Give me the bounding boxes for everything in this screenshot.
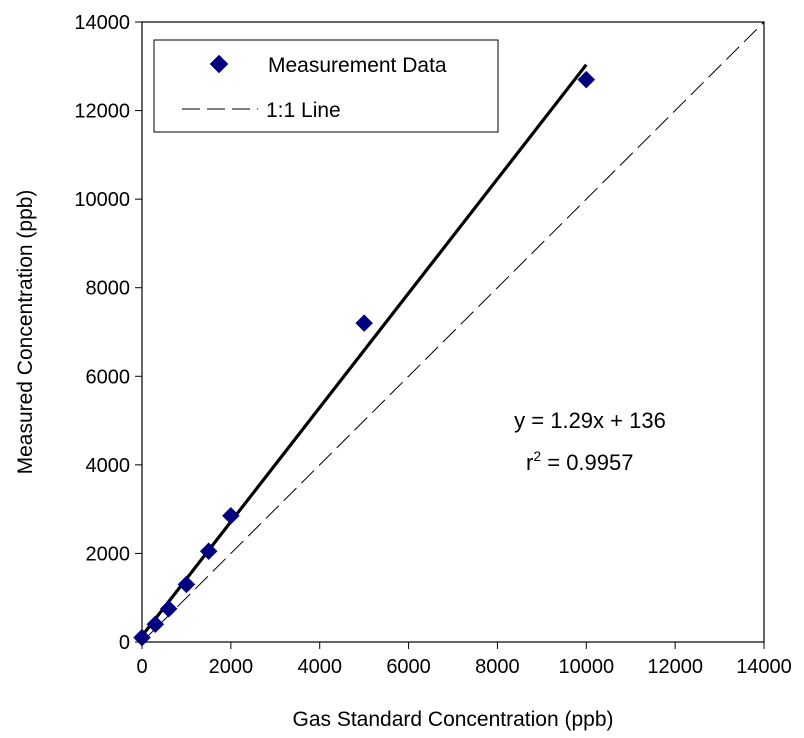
- x-tick-label: 0: [136, 656, 147, 678]
- fit-line-layer: [140, 63, 588, 637]
- regression-equation: y = 1.29x + 136: [514, 408, 666, 433]
- data-point: [577, 70, 596, 89]
- data-point: [177, 575, 196, 594]
- legend-label-measurement-data: Measurement Data: [268, 54, 447, 77]
- y-axis-title: Measured Concentration (ppb): [14, 190, 37, 475]
- x-tick-label: 6000: [386, 656, 431, 678]
- legend: Measurement Data 1:1 Line: [153, 39, 499, 133]
- regression-fit-line: [140, 63, 588, 637]
- reference-line-1-1: [141, 21, 765, 643]
- y-tick-label: 12000: [74, 101, 130, 123]
- y-tick-label: 0: [119, 632, 130, 654]
- reference-line-layer: [141, 21, 765, 643]
- data-point: [355, 314, 373, 332]
- r-squared: r2 = 0.9957: [526, 448, 634, 475]
- y-axis-ticks: 0 2000 4000 6000 8000 10000 12000 14000: [74, 12, 142, 654]
- x-axis-ticks: 0 2000 4000 6000 8000 10000 12000 14000: [136, 642, 792, 678]
- data-point: [199, 542, 218, 561]
- y-tick-label: 4000: [86, 455, 131, 477]
- y-tick-label: 14000: [74, 12, 130, 34]
- x-tick-label: 12000: [647, 656, 703, 678]
- y-tick-label: 6000: [86, 366, 131, 388]
- regression-annotation: y = 1.29x + 136 r2 = 0.9957: [514, 408, 666, 475]
- data-point: [146, 615, 165, 634]
- x-tick-label: 14000: [736, 656, 792, 678]
- x-tick-label: 2000: [209, 656, 254, 678]
- data-point: [159, 599, 178, 618]
- data-points-layer: [133, 70, 596, 647]
- x-tick-label: 4000: [297, 656, 342, 678]
- legend-marker-measurement-data: [209, 54, 229, 74]
- x-axis-title: Gas Standard Concentration (ppb): [292, 708, 613, 731]
- y-tick-label: 10000: [74, 189, 130, 211]
- y-tick-label: 2000: [86, 543, 131, 565]
- legend-box: [153, 39, 499, 133]
- data-point: [222, 506, 240, 525]
- x-tick-label: 8000: [475, 656, 520, 678]
- x-tick-label: 10000: [558, 656, 614, 678]
- y-tick-label: 8000: [86, 278, 131, 300]
- legend-label-1-1-line: 1:1 Line: [266, 99, 341, 122]
